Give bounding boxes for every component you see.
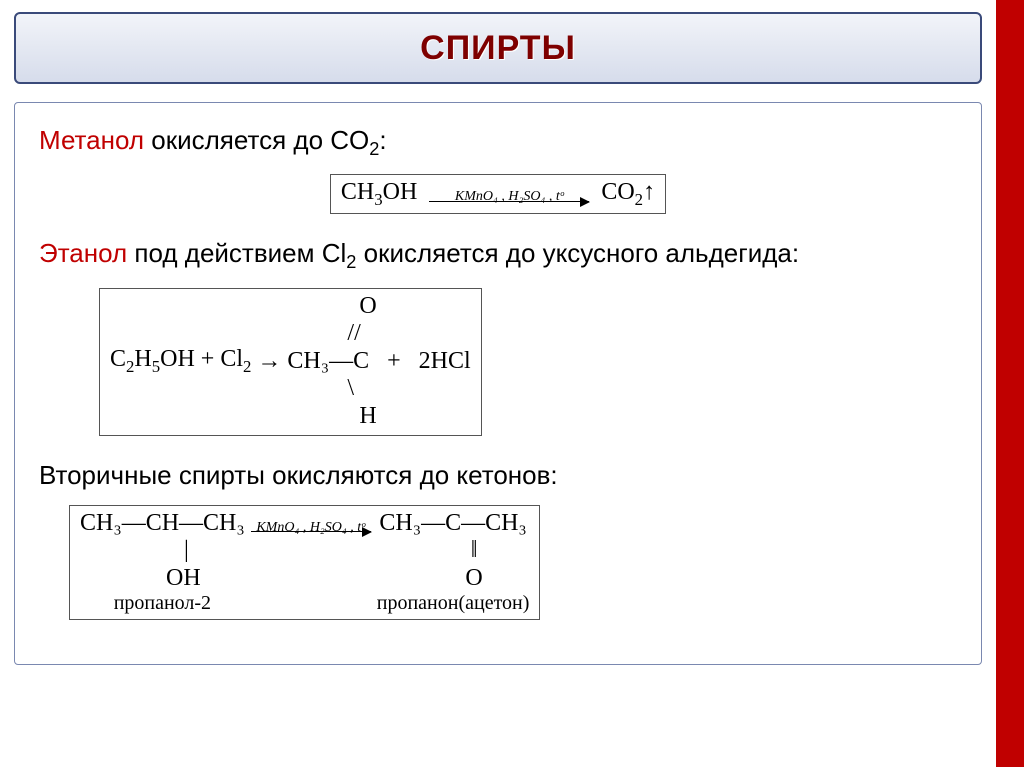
- aldehyde-structure: O // CH₃—C + 2HCl \ H: [287, 293, 470, 431]
- propanol-2: CH₃—CH—CH₃ | OH пропанол-2: [80, 510, 245, 616]
- substance-ethanol: Этанол: [39, 238, 127, 268]
- statement-1: Метанол окисляется до CO2: CH3OH KMnO₄ ,…: [39, 125, 957, 234]
- title-box: СПИРТЫ: [14, 12, 982, 84]
- reaction-2: C2H5OH + Cl2 → O // CH₃—C + 2HCl \ H: [99, 288, 482, 436]
- statement-2: Этанол под действием Cl2 окисляется до у…: [39, 238, 957, 455]
- accent-bar: [996, 0, 1024, 767]
- reaction-1: CH3OH KMnO₄ , H₂SO₄ , tᵒ CO2↑: [330, 174, 666, 214]
- arrow-2: →: [257, 348, 281, 374]
- body-box: Метанол окисляется до CO2: CH3OH KMnO₄ ,…: [14, 102, 982, 665]
- statement-2-text: Этанол под действием Cl2 окисляется до у…: [39, 238, 957, 273]
- arrow-1: KMnO₄ , H₂SO₄ , tᵒ: [429, 185, 589, 201]
- statement-1-text: Метанол окисляется до CO2:: [39, 125, 957, 160]
- content-area: СПИРТЫ Метанол окисляется до CO2: CH3OH …: [0, 0, 996, 767]
- slide-title: СПИРТЫ: [420, 29, 576, 68]
- statement-3: Вторичные спирты окисляются до кетонов: …: [39, 460, 957, 641]
- substance-methanol: Метанол: [39, 125, 144, 155]
- reaction-3: CH₃—CH—CH₃ | OH пропанол-2 KMnO₄ , H₂SO₄…: [69, 505, 540, 621]
- arrow-3: KMnO₄ , H₂SO₄ , tᵒ: [251, 516, 371, 532]
- propanone: CH₃—C—CH₃ ‖ O пропанон(ацетон): [377, 510, 530, 616]
- statement-3-text: Вторичные спирты окисляются до кетонов:: [39, 460, 957, 491]
